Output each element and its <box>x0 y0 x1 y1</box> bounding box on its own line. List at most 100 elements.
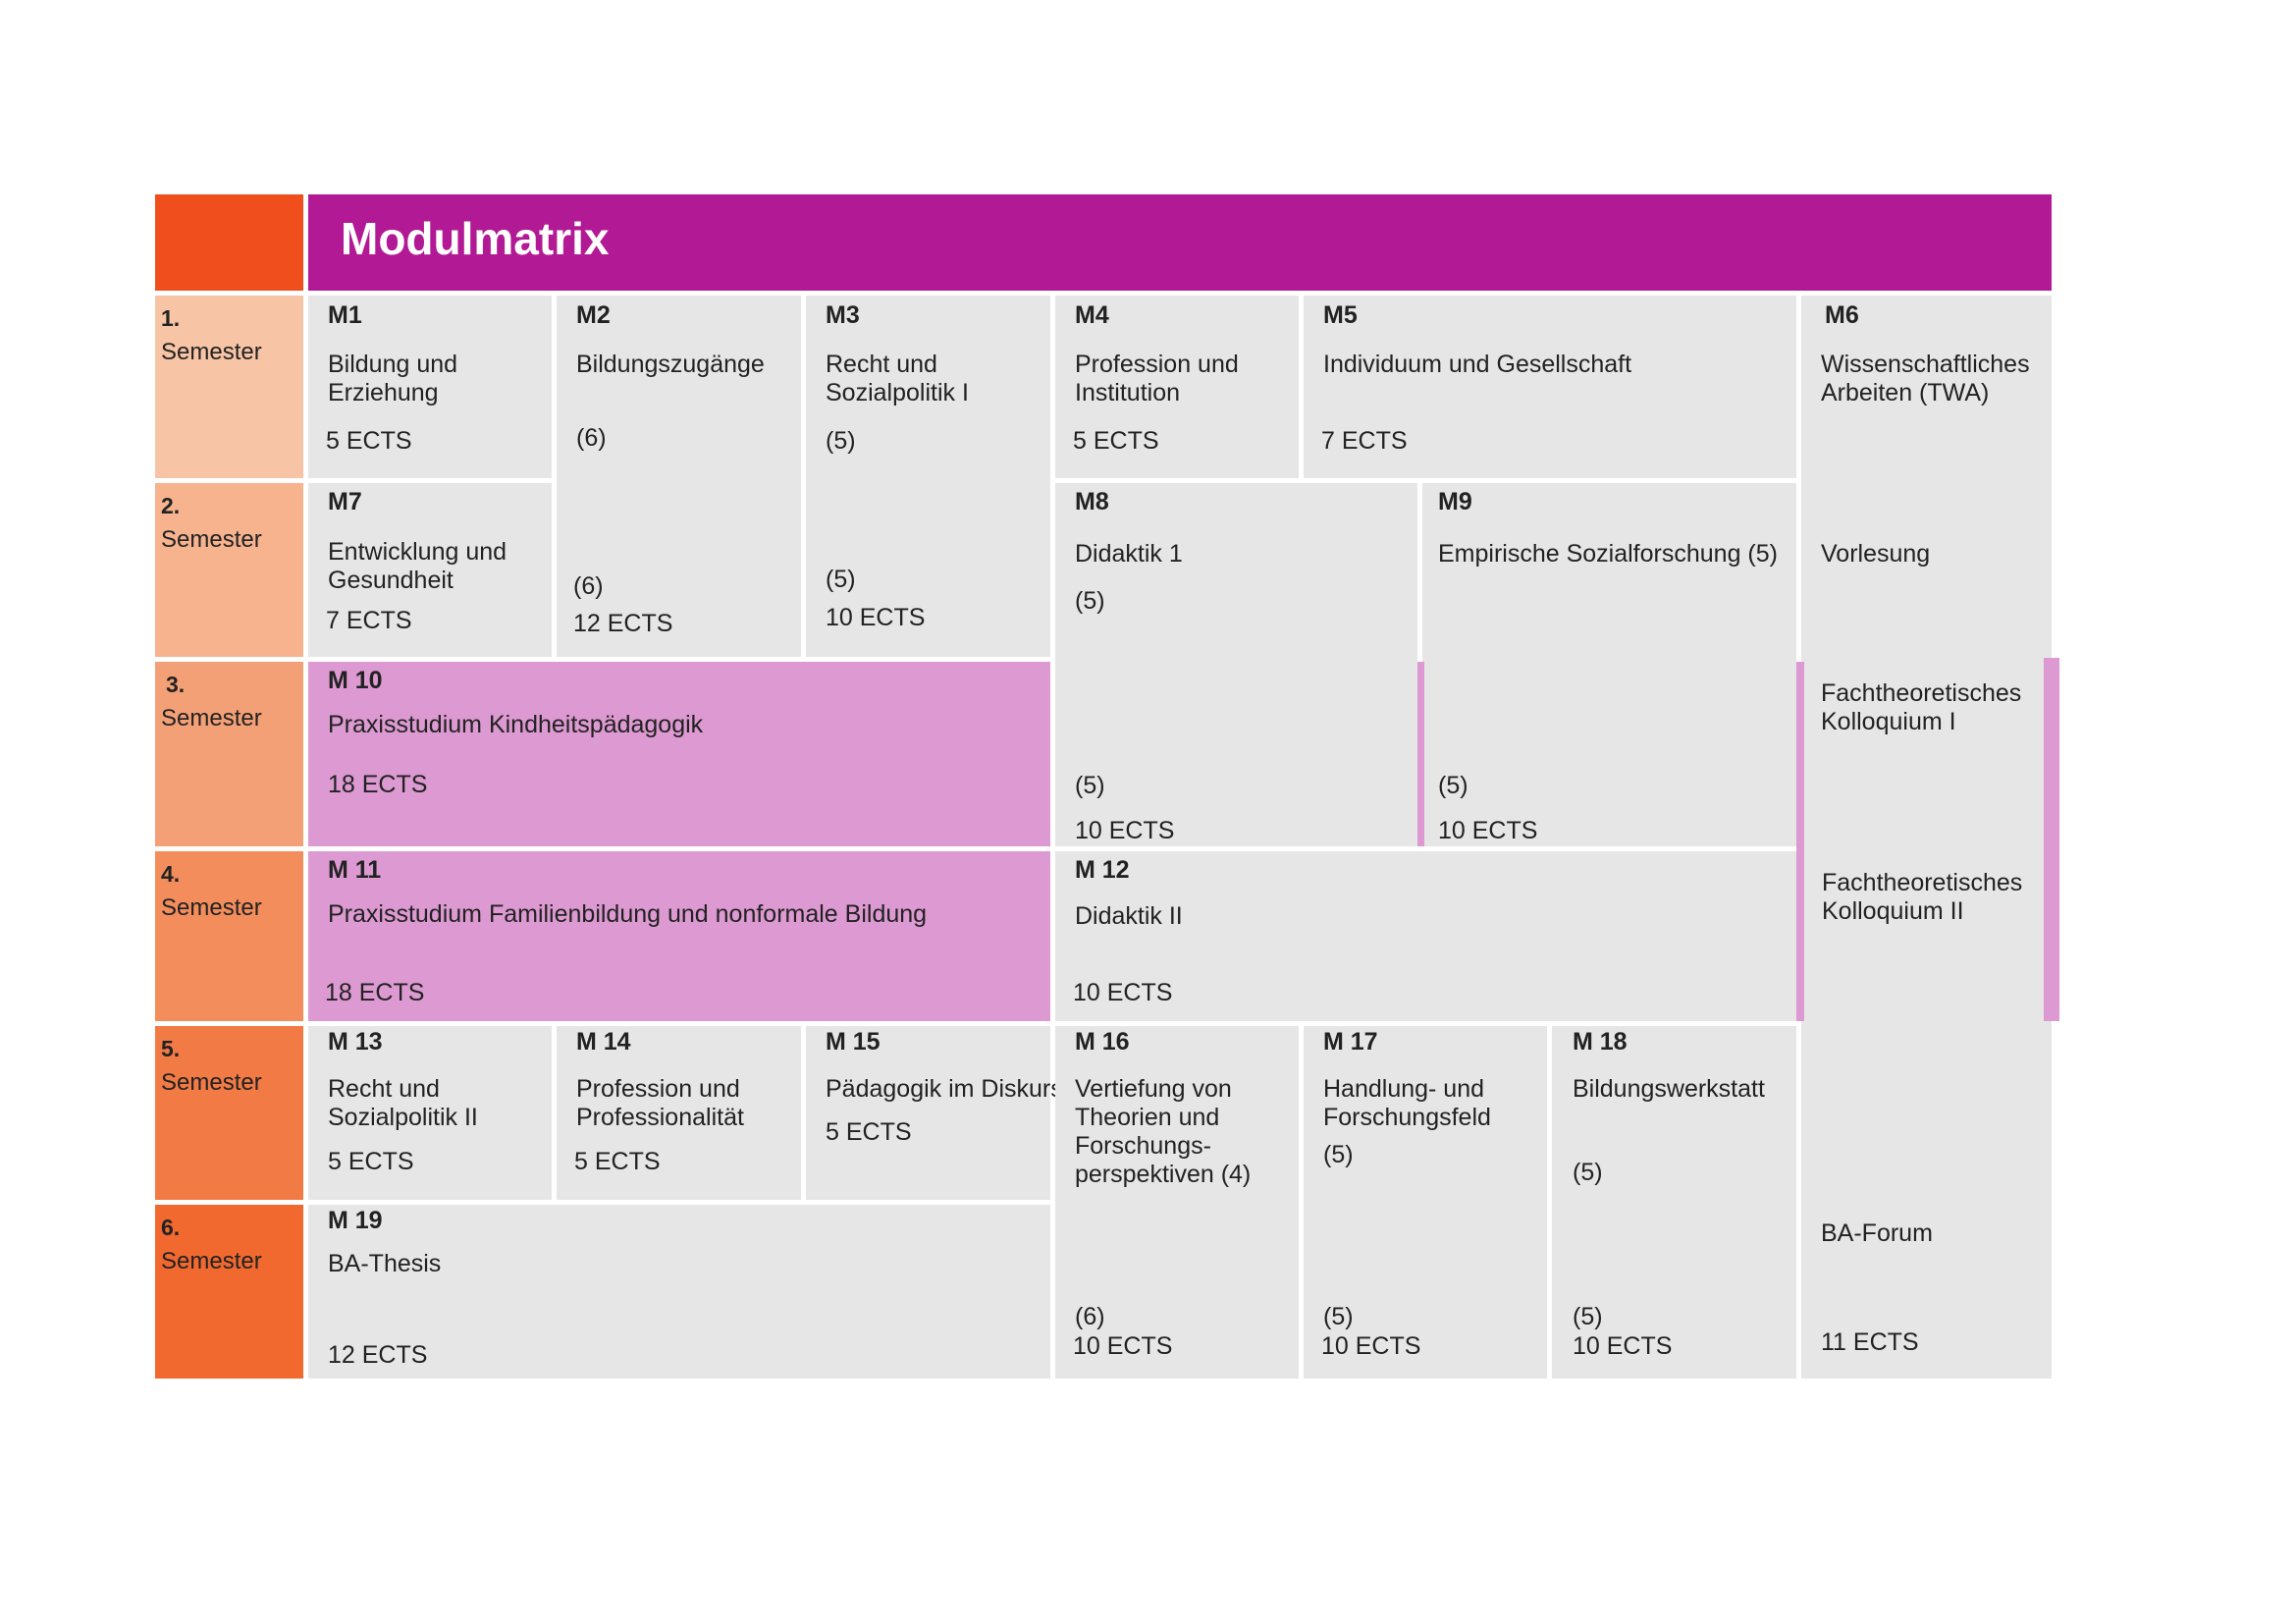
module-credit-part: (5) <box>1075 587 1105 615</box>
module-code: M 12 <box>1075 856 1130 884</box>
module-title: Praxisstudium Familienbildung und nonfor… <box>328 900 928 928</box>
module-m19: M 19 BA-Thesis 12 ECTS <box>308 1205 1050 1379</box>
module-ects: 18 ECTS <box>328 771 428 798</box>
module-ects: 7 ECTS <box>1321 427 1408 455</box>
module-m18: M 18 Bildungswerkstatt (5) (5) 10 ECTS <box>1552 1026 1796 1379</box>
module-code: M 17 <box>1323 1028 1378 1056</box>
module-m13: M 13 Recht und Sozialpolitik II 5 ECTS <box>308 1026 552 1200</box>
module-credit-part: (5) <box>1323 1141 1354 1168</box>
module-part-vorlesung: Vorlesung <box>1821 540 1931 568</box>
semester-6-label: 6. Semester <box>155 1205 303 1379</box>
semester-2-label: 2. Semester <box>155 483 303 657</box>
module-ects: 5 ECTS <box>574 1148 661 1175</box>
module-credit-part: (5) <box>1323 1303 1354 1330</box>
module-title: Bildungszugänge <box>576 351 765 378</box>
module-code: M1 <box>328 301 362 329</box>
module-title: Bildung und Erziehung <box>328 351 458 406</box>
module-title: Recht und Sozialpolitik I <box>826 351 969 406</box>
module-title: BA-Thesis <box>328 1250 442 1277</box>
module-credit-part: (5) <box>1573 1159 1603 1186</box>
header-bar: Modulmatrix <box>308 194 2052 291</box>
module-title: Didaktik 1 <box>1075 540 1183 568</box>
module-title: Recht und Sozialpolitik II <box>328 1075 478 1131</box>
module-m3: M3 Recht und Sozialpolitik I (5) (5) 10 … <box>806 296 1050 657</box>
module-ects: 12 ECTS <box>573 610 673 637</box>
module-title: Praxisstudium Kindheitspädagogik <box>328 711 704 738</box>
semester-1-label: 1. Semester <box>155 296 303 478</box>
module-credit-part: (6) <box>1075 1303 1105 1330</box>
module-m4: M4 Profession und Institution 5 ECTS <box>1055 296 1299 478</box>
module-code: M2 <box>576 301 611 329</box>
module-credit-part: (5) <box>826 427 856 455</box>
module-code: M 16 <box>1075 1028 1130 1056</box>
module-title: Profession und Professionalität <box>576 1075 744 1131</box>
module-title: Profession und Institution <box>1075 351 1239 406</box>
module-code: M 14 <box>576 1028 631 1056</box>
module-ects: 5 ECTS <box>1073 427 1159 455</box>
module-ects: 10 ECTS <box>1073 979 1173 1006</box>
module-ects: 5 ECTS <box>328 1148 414 1175</box>
module-m11: M 11 Praxisstudium Familienbildung und n… <box>308 851 1050 1021</box>
module-ects: 10 ECTS <box>1438 817 1538 844</box>
module-title: Vertiefung von Theorien und Forschungs- … <box>1075 1075 1252 1188</box>
module-credit-part: (5) <box>1075 772 1105 799</box>
module-title: Individuum und Gesellschaft <box>1323 351 1632 378</box>
module-m7: M7 Entwicklung und Gesundheit 7 ECTS <box>308 483 552 657</box>
module-credit-part: (6) <box>573 572 604 600</box>
module-title: Didaktik II <box>1075 902 1183 930</box>
module-ects: 10 ECTS <box>1073 1332 1173 1360</box>
module-ects: 10 ECTS <box>1321 1332 1421 1360</box>
module-code: M6 <box>1825 301 1859 329</box>
module-code: M8 <box>1075 488 1109 515</box>
module-part-ba-forum: BA-Forum <box>1821 1219 1933 1247</box>
module-m6: M6 Wissenschaftliches Arbeiten (TWA) Vor… <box>1801 296 2052 1379</box>
page-title: Modulmatrix <box>341 213 610 264</box>
module-ects: 10 ECTS <box>826 604 926 631</box>
module-code: M3 <box>826 301 860 329</box>
module-title: Entwicklung und Gesundheit <box>328 538 507 594</box>
module-code: M 10 <box>328 667 383 694</box>
module-ects: 18 ECTS <box>325 979 425 1006</box>
module-title: Bildungswerkstatt <box>1573 1075 1765 1103</box>
module-title: Pädagogik im Diskurs <box>826 1075 1063 1103</box>
module-ects: 5 ECTS <box>826 1118 912 1146</box>
module-ects: 10 ECTS <box>1075 817 1175 844</box>
module-code: M9 <box>1438 488 1472 515</box>
module-m10: M 10 Praxisstudium Kindheitspädagogik 18… <box>308 662 1050 846</box>
module-title: Empirische Sozialforschung (5) <box>1438 540 1778 568</box>
module-code: M7 <box>328 488 362 515</box>
module-m15: M 15 Pädagogik im Diskurs 5 ECTS <box>806 1026 1063 1200</box>
module-title: Wissenschaftliches Arbeiten (TWA) <box>1821 351 2030 406</box>
praxis-marker-stripe <box>2044 658 2059 1021</box>
module-part-kolloquium-2: Fachtheoretisches Kolloquium II <box>1822 869 2023 925</box>
praxis-marker-stripe <box>1417 662 1424 846</box>
semester-3-label: 3. Semester <box>155 662 303 846</box>
module-m5: M5 Individuum und Gesellschaft 7 ECTS <box>1304 296 1796 478</box>
module-credit-part: (5) <box>826 566 856 593</box>
semester-5-label: 5. Semester <box>155 1026 303 1200</box>
module-ects: 11 ECTS <box>1821 1328 1919 1356</box>
module-m16: M 16 Vertiefung von Theorien und Forschu… <box>1055 1026 1299 1379</box>
praxis-marker-stripe <box>1796 662 1804 1021</box>
module-part-kolloquium-1: Fachtheoretisches Kolloquium I <box>1821 679 2022 735</box>
module-credit-part: (5) <box>1438 772 1468 799</box>
header-accent-block <box>155 194 303 291</box>
module-m17: M 17 Handlung- und Forschungsfeld (5) (5… <box>1304 1026 1547 1379</box>
module-m8: M8 Didaktik 1 (5) (5) 10 ECTS <box>1055 483 1417 846</box>
module-m12: M 12 Didaktik II 10 ECTS <box>1055 851 1796 1021</box>
module-title: Handlung- und Forschungsfeld <box>1323 1075 1491 1131</box>
module-code: M 11 <box>328 856 382 884</box>
module-code: M 18 <box>1573 1028 1628 1056</box>
module-code: M4 <box>1075 301 1109 329</box>
module-code: M 15 <box>826 1028 881 1056</box>
module-m14: M 14 Profession und Professionalität 5 E… <box>557 1026 801 1200</box>
module-code: M 13 <box>328 1028 383 1056</box>
module-credit-part: (5) <box>1573 1303 1603 1330</box>
module-code: M 19 <box>328 1207 383 1234</box>
module-code: M5 <box>1323 301 1358 329</box>
module-ects: 5 ECTS <box>326 427 412 455</box>
module-ects: 7 ECTS <box>326 607 412 634</box>
semester-4-label: 4. Semester <box>155 851 303 1021</box>
module-m9: M9 Empirische Sozialforschung (5) (5) 10… <box>1422 483 1796 846</box>
module-ects: 10 ECTS <box>1573 1332 1673 1360</box>
